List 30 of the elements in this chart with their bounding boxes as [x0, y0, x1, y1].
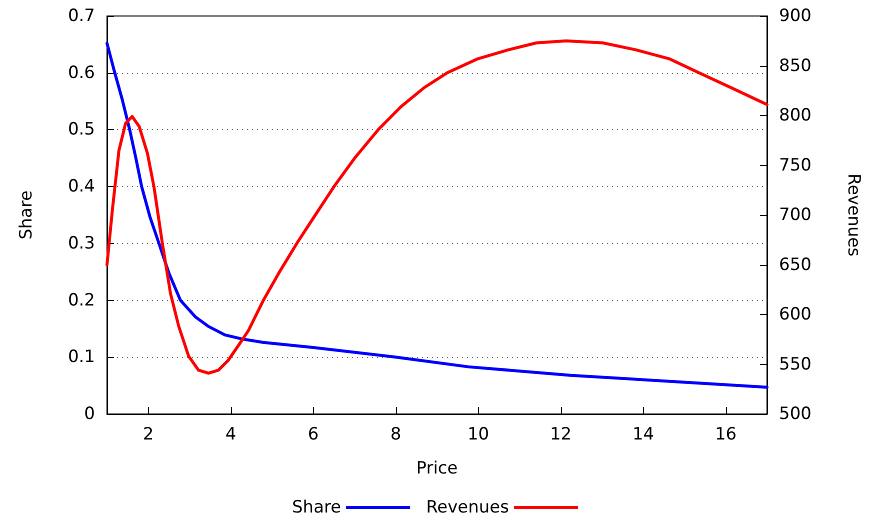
y-axis-title: Share [16, 190, 36, 240]
y-tick-label: 0.7 [68, 6, 95, 26]
y-tick-label: 0.3 [68, 233, 95, 254]
y2-tick-label: 900 [779, 6, 812, 26]
legend-label: Share [292, 498, 342, 518]
y2-tick-label: 550 [779, 354, 812, 374]
x-tick-label: 10 [467, 424, 490, 444]
y-tick-label: 0.1 [68, 347, 95, 368]
y2-tick-label: 500 [779, 404, 812, 424]
y-tick-label: 0.2 [68, 290, 95, 310]
legend-label: Revenues [426, 498, 510, 518]
y2-tick-label: 600 [779, 304, 812, 324]
y-tick-label: 0 [84, 404, 95, 424]
x-axis-title: Price [416, 458, 458, 478]
y2-tick-label: 850 [779, 56, 812, 76]
y2-tick-label: 800 [779, 106, 812, 126]
x-tick-label: 16 [714, 424, 737, 444]
y2-tick-label: 650 [779, 254, 812, 275]
y-tick-label: 0.4 [68, 176, 95, 197]
y-tick-label: 0.5 [68, 120, 95, 140]
x-tick-label: 8 [390, 424, 402, 444]
y2-axis-title: Revenues [844, 174, 864, 257]
x-tick-label: 4 [225, 424, 236, 444]
x-tick-label: 2 [142, 424, 154, 444]
x-tick-label: 14 [632, 424, 654, 444]
y2-tick-label: 750 [779, 155, 812, 176]
y-tick-label: 0.6 [68, 62, 95, 83]
x-tick-label: 6 [308, 424, 319, 444]
y2-tick-label: 700 [779, 205, 812, 225]
x-tick-label: 12 [550, 424, 572, 444]
